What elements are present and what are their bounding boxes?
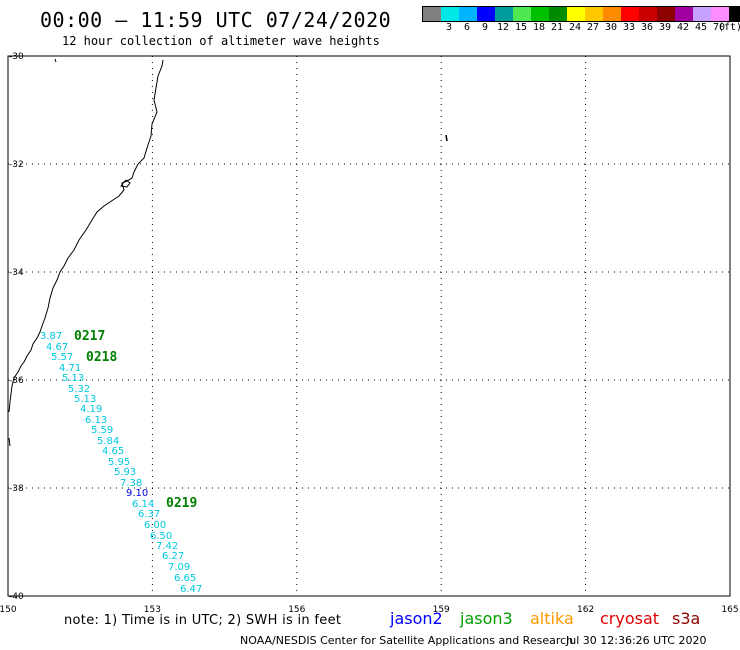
legend-swatch bbox=[621, 7, 639, 21]
legend-label: 70 bbox=[712, 22, 726, 33]
legend-label: 42 bbox=[676, 22, 690, 33]
pass-id-label: 0217 bbox=[74, 329, 105, 344]
legend-swatch bbox=[441, 7, 459, 21]
wave-height-label: 4.19 bbox=[80, 404, 102, 415]
wave-height-label: 7.42 bbox=[156, 541, 178, 552]
legend-label: 24 bbox=[568, 22, 582, 33]
footer-credit: NOAA/NESDIS Center for Satellite Applica… bbox=[240, 634, 574, 647]
footer-note: note: 1) Time is in UTC; 2) SWH is in fe… bbox=[64, 613, 342, 628]
pass-id-label: 0218 bbox=[86, 350, 117, 365]
legend-label: 18 bbox=[532, 22, 546, 33]
legend-swatch bbox=[693, 7, 711, 21]
satellite-name: cryosat bbox=[600, 609, 660, 628]
legend-swatch bbox=[603, 7, 621, 21]
legend-swatch bbox=[729, 7, 740, 21]
lat-tick-label: -40 bbox=[9, 592, 24, 602]
legend-swatch bbox=[711, 7, 729, 21]
legend-swatch bbox=[459, 7, 477, 21]
lon-tick-label: 153 bbox=[144, 605, 161, 615]
legend-swatch bbox=[477, 7, 495, 21]
wave-height-label: 5.95 bbox=[108, 457, 130, 468]
map-title: 00:00 – 11:59 UTC 07/24/2020 bbox=[40, 8, 392, 32]
satellite-name: jason2 bbox=[390, 609, 443, 628]
map-frame bbox=[7, 55, 731, 597]
wave-height-label: 5.13 bbox=[74, 394, 96, 405]
wave-height-label: 5.13 bbox=[62, 373, 84, 384]
map-subtitle: 12 hour collection of altimeter wave hei… bbox=[62, 34, 380, 48]
wave-height-label: 4.71 bbox=[59, 363, 81, 374]
legend-label: 36 bbox=[640, 22, 654, 33]
lat-tick-label: -38 bbox=[9, 484, 24, 494]
wave-height-label: 3.87 bbox=[40, 331, 62, 342]
legend-label: 15 bbox=[514, 22, 528, 33]
lon-tick-label: 165 bbox=[721, 605, 738, 615]
legend-swatch bbox=[549, 7, 567, 21]
wave-height-label: 6.47 bbox=[180, 584, 202, 595]
lat-tick-label: -34 bbox=[9, 268, 24, 278]
legend-swatch bbox=[531, 7, 549, 21]
legend-swatch bbox=[513, 7, 531, 21]
wave-height-label: 4.67 bbox=[46, 342, 68, 353]
satellite-name: jason3 bbox=[460, 609, 513, 628]
wave-height-label: 5.84 bbox=[97, 436, 119, 447]
coastline-island bbox=[120, 179, 131, 188]
wave-height-label: 6.37 bbox=[138, 509, 160, 520]
wave-height-label: 6.50 bbox=[150, 531, 172, 542]
lon-tick-label: 159 bbox=[433, 605, 450, 615]
satellite-name: s3a bbox=[672, 609, 701, 628]
lat-tick-label: -30 bbox=[9, 52, 24, 62]
legend-label: 30 bbox=[604, 22, 618, 33]
wave-height-label: 6.14 bbox=[132, 499, 154, 510]
footer-timestamp: Jul 30 12:36:26 UTC 2020 bbox=[566, 634, 707, 647]
wave-height-label: 6.65 bbox=[174, 573, 196, 584]
color-scale-legend bbox=[422, 6, 740, 22]
wave-height-label: 7.38 bbox=[120, 478, 142, 489]
wave-height-label: 5.32 bbox=[68, 384, 90, 395]
wave-height-label: 9.10 bbox=[126, 488, 148, 499]
legend-label: 27 bbox=[586, 22, 600, 33]
lon-tick-label: 162 bbox=[577, 605, 594, 615]
lon-tick-label: 156 bbox=[288, 605, 305, 615]
legend-swatch bbox=[657, 7, 675, 21]
legend-label: 21 bbox=[550, 22, 564, 33]
legend-label: 3 bbox=[445, 22, 453, 33]
wave-height-label: 6.13 bbox=[85, 415, 107, 426]
legend-swatch bbox=[423, 7, 441, 21]
pass-id-label: 0219 bbox=[166, 496, 197, 511]
legend-swatch bbox=[567, 7, 585, 21]
wave-height-label: 5.57 bbox=[51, 352, 73, 363]
legend-label: 39 bbox=[658, 22, 672, 33]
wave-height-label: 5.93 bbox=[114, 467, 136, 478]
legend-swatch bbox=[639, 7, 657, 21]
wave-height-label: 6.00 bbox=[144, 520, 166, 531]
legend-label: 12 bbox=[496, 22, 510, 33]
coastline bbox=[8, 59, 164, 413]
satellite-name: altika bbox=[530, 609, 574, 628]
lat-tick-label: -36 bbox=[9, 376, 24, 386]
legend-label: 9 bbox=[481, 22, 489, 33]
wave-height-label: 6.27 bbox=[162, 551, 184, 562]
coastline-fragment bbox=[8, 437, 11, 447]
legend-label: 6 bbox=[463, 22, 471, 33]
legend-swatch bbox=[675, 7, 693, 21]
wave-height-label: 4.65 bbox=[102, 446, 124, 457]
legend-label: 33 bbox=[622, 22, 636, 33]
legend-swatch bbox=[495, 7, 513, 21]
color-scale-unit: (ft) bbox=[718, 22, 740, 33]
lon-tick-label: 150 bbox=[0, 605, 17, 615]
lat-tick-label: -32 bbox=[9, 160, 24, 170]
island-marker bbox=[445, 134, 448, 142]
wave-height-label: 5.59 bbox=[91, 425, 113, 436]
legend-swatch bbox=[585, 7, 603, 21]
island-marker bbox=[54, 58, 57, 63]
legend-label: 45 bbox=[694, 22, 708, 33]
wave-height-label: 7.09 bbox=[168, 562, 190, 573]
